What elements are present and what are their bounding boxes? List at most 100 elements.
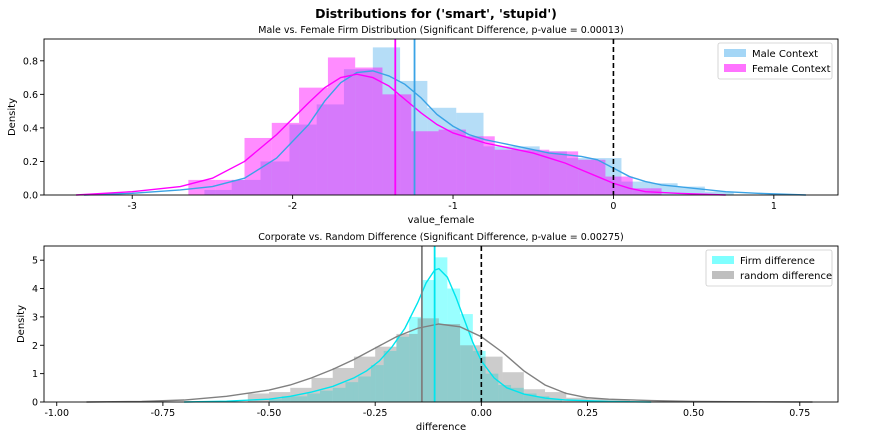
bottom-legend-swatch [712,271,734,279]
bottom-x-tick-label: -0.75 [151,408,176,419]
bottom-series-0-bar [447,288,461,402]
top-series-1-bar [549,151,579,195]
bottom-x-tick-label: -0.25 [363,408,388,419]
bottom-chart: Corporate vs. Random Difference (Signifi… [16,232,839,433]
bottom-legend-label: Firm difference [740,256,815,267]
top-x-tick-label: -1 [448,201,457,212]
top-series-0-bars [204,47,734,195]
top-legend-label: Female Context [752,64,831,75]
top-y-tick-label: 0.8 [23,56,38,67]
bottom-series-1-bar [332,367,354,402]
bottom-series-1-bar [438,324,461,402]
bottom-y-tick-label: 2 [32,341,38,352]
bottom-series-0-bar [383,350,397,402]
top-y-axis-label: Density [7,98,18,136]
bottom-x-tick-label: 0.75 [789,408,810,419]
bottom-series-0-bar [549,399,563,402]
top-series-1-bar [244,137,272,195]
top-legend-label: Male Context [752,49,818,60]
bottom-series-0-bars [269,257,563,402]
top-x-tick-label: 1 [771,201,777,212]
bottom-x-axis-label: difference [416,422,466,433]
bottom-series-1-bar [481,356,503,402]
top-series-1-bar [411,131,439,195]
bottom-series-1-bar [608,399,630,402]
top-series-0-bar [456,112,484,195]
bottom-series-1-bar [375,346,397,402]
bottom-series-0-bar [536,396,550,402]
bottom-series-0-bar [396,336,410,402]
bottom-legend-swatch [712,256,734,264]
bottom-series-1-bar [502,372,524,402]
top-x-tick-label: -3 [127,201,136,212]
bottom-series-0-bar [485,373,499,402]
bottom-series-0-bar [319,390,333,402]
top-legend-frame [717,42,833,80]
top-series-0-bar [427,107,457,195]
top-series-0-bar [343,69,373,195]
top-series-1-bar [299,87,328,195]
figure-suptitle: Distributions for ('smart', 'stupid') [315,6,557,21]
bottom-series-1-bar [545,392,567,402]
top-y-tick-label: 0.0 [23,191,38,202]
top-legend: Male Context Female Context [717,42,833,80]
bottom-y-tick-label: 0 [32,398,38,409]
bottom-x-tick-label: 0.25 [577,408,598,419]
bottom-series-0-bar [269,399,282,402]
top-axes-frame [43,38,839,196]
bottom-y-tick-label: 3 [32,312,38,323]
top-series-1-bar [578,159,606,195]
bottom-legend: Firm difference random difference [705,249,833,287]
bottom-series-0-bar [332,387,346,402]
top-series-1-bar [465,136,495,195]
top-legend-swatch [724,64,746,72]
bottom-series-0-bar [370,365,384,402]
top-series-0-kde [84,70,806,196]
top-series-0-bar [231,179,261,195]
top-series-0-bar [204,189,232,195]
top-series-0-bar [510,146,540,195]
bottom-y-tick-label: 1 [32,369,38,380]
bottom-series-0-bar [472,350,486,402]
bottom-series-0-bar [460,314,473,402]
top-series-1-kde [76,73,726,196]
top-series-0-bar [677,186,705,195]
top-series-0-bar [650,183,678,195]
top-x-tick-label: 0 [610,201,616,212]
bottom-series-0-bar [511,387,524,402]
bottom-series-0-bar [358,376,371,402]
top-chart-title: Male vs. Female Firm Distribution (Signi… [258,25,623,36]
bottom-x-tick-label: 0.50 [683,408,704,419]
bottom-series-0-bar [294,396,308,402]
bottom-series-1-bar [396,333,418,402]
top-x-axis-label: value_female [408,215,475,226]
bottom-series-0-bar [523,393,537,402]
top-series-1-bar [327,57,356,195]
top-series-0-bar [289,124,317,195]
top-y-tick-label: 0.2 [23,157,38,168]
bottom-series-0-bar [345,382,359,402]
bottom-series-1-bar [269,392,291,402]
top-series-1-bar [494,149,523,195]
top-chart: Male vs. Female Firm Distribution (Signi… [7,25,839,226]
top-series-1-bar [355,67,383,195]
bottom-series-1-bar [460,345,482,402]
top-y-tick-label: 0.4 [23,123,38,134]
bottom-legend-label: random difference [740,271,832,282]
bottom-series-1-bar [353,356,376,402]
bottom-series-1-kde [86,323,813,403]
top-x-tick-label: -2 [288,201,297,212]
bottom-series-0-bar [409,316,422,402]
bottom-series-1-bar [247,393,270,402]
bottom-x-tick-label: -0.50 [257,408,282,419]
bottom-series-0-bar [307,393,320,402]
bottom-series-0-bar [498,384,512,402]
top-series-1-bar [382,94,412,195]
bottom-series-0-bar [434,257,448,402]
bottom-y-axis-label: Density [16,305,27,343]
bottom-series-1-bars [247,318,630,402]
top-series-1-bar [605,176,633,195]
bottom-y-tick-label: 5 [32,256,38,267]
top-series-0-bar [566,158,595,195]
